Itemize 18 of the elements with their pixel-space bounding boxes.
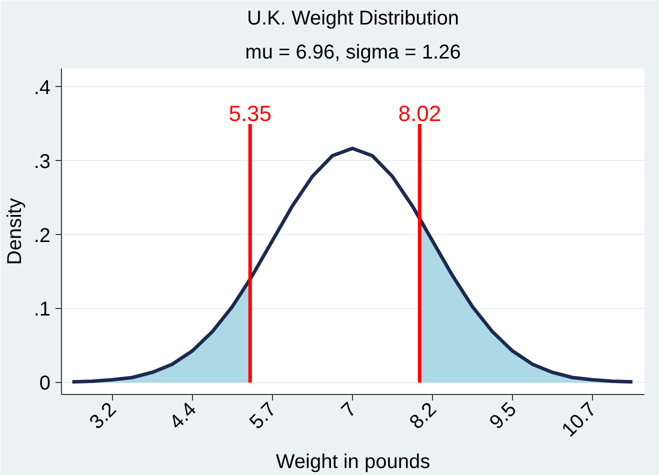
y-tick-label: .1 (34, 298, 51, 321)
y-tick-label: 0 (39, 372, 50, 395)
chart-subtitle: mu = 6.96, sigma = 1.26 (245, 42, 461, 64)
x-tick-label: 9.5 (486, 398, 521, 434)
y-axis-title: Density (4, 198, 26, 265)
x-tick-label: 4.4 (166, 398, 201, 434)
x-axis-title: Weight in pounds (276, 450, 430, 473)
line-series (70, 146, 634, 384)
x-tick-label: 7 (337, 398, 361, 422)
y-tick-label: .3 (34, 150, 51, 173)
x-tick-label: 3.2 (86, 398, 121, 434)
annotation: 5.35 (228, 100, 272, 126)
y-tick-label: .4 (34, 76, 51, 99)
chart-title: U.K. Weight Distribution (247, 8, 459, 30)
x-tick-label: 5.7 (246, 398, 281, 434)
x-tick-label: 8.2 (406, 398, 441, 434)
y-tick-label: .2 (34, 224, 51, 247)
annotation: 8.02 (398, 100, 442, 126)
